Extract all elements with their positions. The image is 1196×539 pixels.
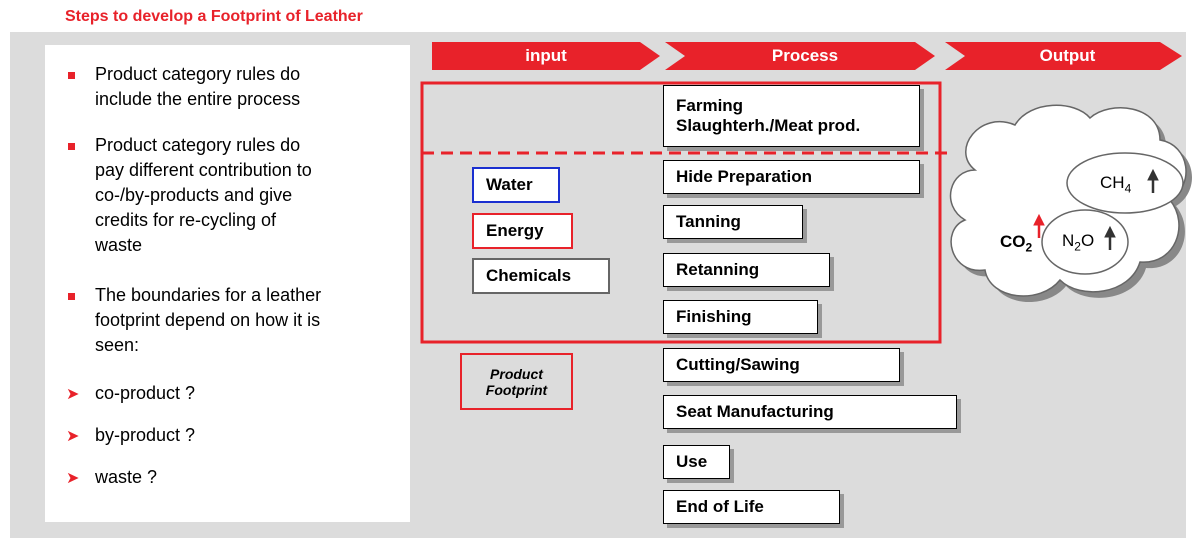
text-panel	[45, 45, 410, 522]
bullet-marker	[68, 72, 75, 79]
bullet-text: The boundaries for a leather	[95, 285, 322, 305]
process-box: End of Life	[663, 490, 840, 524]
footprint-box: Product Footprint	[460, 353, 573, 410]
process-label: Slaughterh./Meat prod.	[676, 116, 861, 135]
gas-base: CH	[1100, 173, 1125, 192]
sub-item-text: waste ?	[95, 467, 158, 487]
process-label: Farming	[676, 96, 744, 115]
process-label: End of Life	[676, 497, 764, 516]
stage-arrow	[432, 42, 660, 70]
input-box: Water	[472, 167, 560, 203]
gas-ellipse	[1041, 209, 1129, 275]
process-label: Tanning	[676, 212, 741, 231]
footprint-label: Product	[490, 365, 543, 382]
gas-base: CO	[1000, 232, 1026, 251]
gas-subscript: 4	[1124, 181, 1132, 196]
arrow-marker: ➤	[66, 386, 80, 403]
emission-label: CH4	[1100, 173, 1131, 195]
up-arrow	[1104, 225, 1116, 250]
process-box: Farming Slaughterh./Meat prod.	[663, 85, 920, 147]
title: Steps to develop a Footprint of Leather	[65, 8, 363, 25]
bullet-text: Product category rules do	[95, 135, 301, 155]
input-box: Energy	[472, 213, 573, 249]
gas-subscript: 2	[1074, 239, 1081, 254]
bullet-marker	[68, 293, 75, 300]
bullet-text: footprint depend on how it is	[95, 310, 321, 330]
bullet-text: pay different contribution to	[95, 160, 312, 180]
footprint-label: Footprint	[485, 381, 548, 398]
input-box: Chemicals	[472, 258, 610, 294]
stage-arrow	[665, 42, 935, 70]
gas-tail: O	[1080, 231, 1095, 250]
input-label: Chemicals	[486, 266, 572, 285]
process-label: Seat Manufacturing	[676, 402, 834, 421]
bullet-text: seen:	[95, 335, 140, 355]
arrow-marker: ➤	[66, 470, 80, 487]
bullet-text: co-/by-products and give	[95, 185, 293, 205]
bullet-text: waste	[95, 235, 143, 255]
gas-subscript: 2	[1025, 240, 1033, 255]
sub-item-text: co-product ?	[95, 383, 196, 403]
up-arrow	[1033, 213, 1045, 238]
process-box: Finishing	[663, 300, 818, 334]
process-box: Use	[663, 445, 730, 479]
bullet-text: credits for re-cycling of	[95, 210, 277, 230]
gas-base: N	[1062, 231, 1075, 250]
process-box: Seat Manufacturing	[663, 395, 957, 429]
boundary-box	[420, 81, 942, 344]
input-label: Water	[486, 175, 533, 194]
emission-label: CO2	[1000, 232, 1032, 254]
process-label: Retanning	[676, 260, 760, 279]
stage-arrow	[945, 42, 1182, 70]
stage-label: input	[525, 46, 567, 65]
bullet-text: include the entire process	[95, 89, 301, 109]
stage-label: Output	[1039, 46, 1096, 65]
bullet-text: Product category rules do	[95, 64, 301, 84]
gas-ellipse	[1066, 152, 1184, 214]
process-box: Retanning	[663, 253, 830, 287]
process-label: Cutting/Sawing	[676, 355, 800, 374]
input-label: Energy	[486, 221, 544, 240]
process-box: Cutting/Sawing	[663, 348, 900, 382]
process-label: Hide Preparation	[676, 167, 813, 186]
process-box: Hide Preparation	[663, 160, 920, 194]
bullet-marker	[68, 143, 75, 150]
stage-label: Process	[771, 46, 839, 65]
process-box: Tanning	[663, 205, 803, 239]
up-arrow	[1147, 168, 1159, 193]
arrow-marker: ➤	[66, 428, 80, 445]
sub-item-text: by-product ?	[95, 425, 196, 445]
process-label: Finishing	[676, 307, 752, 326]
process-label: Use	[676, 452, 708, 471]
emission-label: N2O	[1062, 231, 1094, 253]
